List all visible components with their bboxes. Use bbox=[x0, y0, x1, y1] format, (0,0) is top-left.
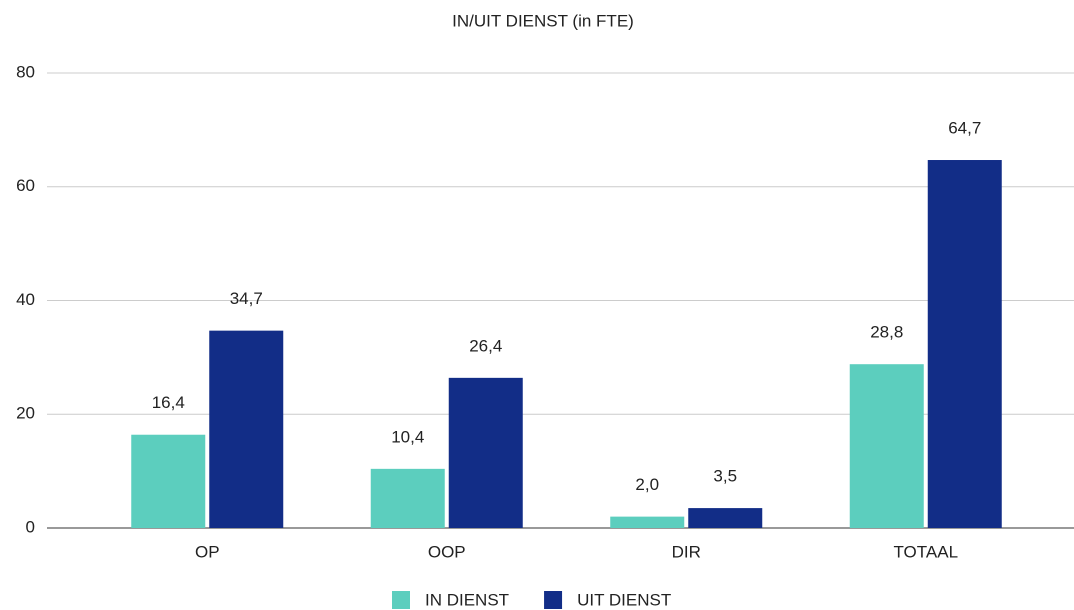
y-tick-label: 60 bbox=[16, 176, 35, 195]
x-tick-label: DIR bbox=[672, 542, 701, 561]
bar bbox=[209, 330, 284, 528]
legend-swatch bbox=[544, 591, 563, 609]
x-tick-label: OOP bbox=[428, 542, 466, 561]
value-label: 26,4 bbox=[469, 336, 502, 355]
legend-label: UIT DIENST bbox=[577, 590, 671, 609]
y-tick-label: 0 bbox=[26, 517, 35, 536]
y-tick-label: 80 bbox=[16, 62, 35, 81]
bar bbox=[370, 468, 445, 528]
bar bbox=[131, 434, 206, 528]
chart-title: IN/UIT DIENST (in FTE) bbox=[452, 11, 634, 30]
x-tick-label: OP bbox=[195, 542, 220, 561]
value-label: 3,5 bbox=[713, 467, 737, 486]
value-label: 16,4 bbox=[152, 393, 185, 412]
value-label: 28,8 bbox=[870, 323, 903, 342]
bar bbox=[448, 377, 523, 528]
legend-label: IN DIENST bbox=[425, 590, 509, 609]
x-tick-label: TOTAAL bbox=[893, 542, 958, 561]
bar bbox=[849, 364, 924, 528]
value-label: 10,4 bbox=[391, 427, 424, 446]
y-tick-label: 20 bbox=[16, 404, 35, 423]
bar bbox=[610, 516, 685, 528]
bar bbox=[688, 508, 763, 528]
legend-swatch bbox=[392, 591, 410, 609]
y-tick-label: 40 bbox=[16, 290, 35, 309]
bar bbox=[927, 160, 1002, 529]
value-label: 34,7 bbox=[230, 289, 263, 308]
value-label: 64,7 bbox=[948, 119, 981, 138]
value-label: 2,0 bbox=[635, 475, 659, 494]
